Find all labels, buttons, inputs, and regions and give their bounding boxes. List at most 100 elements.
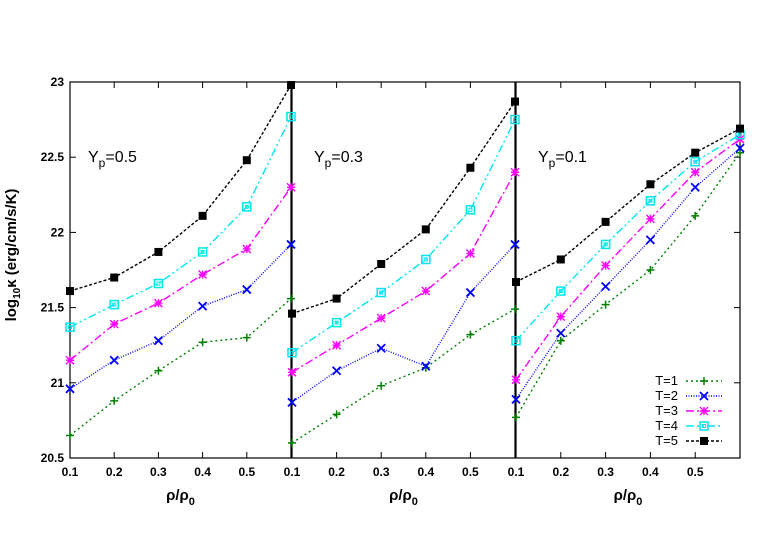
point-marker xyxy=(736,148,744,157)
x-axis-title: ρ/ρ0 xyxy=(389,487,418,508)
tick-labels: 20.5 21 21.5 22 22.5 23 0.1 0.2 0.3 0.4 0.5 ρ/ρ0 0.1… xyxy=(41,75,704,508)
x-tick-label: 0.3 xyxy=(150,465,167,479)
point-marker xyxy=(691,211,700,220)
x-tick-label: 0.1 xyxy=(62,465,79,479)
point-marker xyxy=(421,225,430,234)
point-marker xyxy=(376,343,386,353)
legend-label: T=1 xyxy=(655,373,678,388)
point-marker xyxy=(65,384,75,394)
point-marker xyxy=(601,217,610,226)
point-marker xyxy=(332,410,341,419)
point-marker xyxy=(376,287,386,298)
point-marker xyxy=(288,309,296,318)
point-marker xyxy=(645,235,656,245)
x-tick-label: 0.5 xyxy=(238,465,255,479)
point-marker xyxy=(512,413,520,422)
x-tick-label: 0.1 xyxy=(508,465,525,479)
panel-frame-2 xyxy=(291,81,516,459)
point-marker xyxy=(197,247,208,257)
point-marker xyxy=(197,301,208,311)
series-layer xyxy=(65,81,745,447)
point-marker xyxy=(699,406,709,416)
point-marker xyxy=(699,391,709,401)
series-line-T2 xyxy=(69,243,292,390)
point-marker xyxy=(556,328,566,338)
point-marker xyxy=(690,182,700,192)
x-tick-label: 0.3 xyxy=(597,465,614,479)
point-marker xyxy=(110,396,119,405)
point-marker xyxy=(510,167,520,177)
legend-label: T=2 xyxy=(655,388,678,403)
point-marker xyxy=(287,81,295,90)
point-marker xyxy=(512,278,520,287)
point-marker xyxy=(242,244,252,254)
panel-frame-1 xyxy=(69,81,292,459)
series-line-T4 xyxy=(69,116,292,328)
point-marker xyxy=(699,421,709,431)
point-marker xyxy=(690,167,700,177)
series-line-T3 xyxy=(69,186,292,361)
panel-label: Yp=0.1 xyxy=(538,149,587,170)
point-marker xyxy=(510,114,520,125)
point-marker xyxy=(331,366,342,376)
point-marker xyxy=(377,259,386,268)
point-marker xyxy=(601,260,611,270)
point-marker xyxy=(600,239,611,250)
point-marker xyxy=(287,294,295,303)
point-marker xyxy=(700,377,708,385)
x-tick-label: 0.3 xyxy=(373,465,390,479)
point-marker xyxy=(154,366,163,375)
series-line-T5 xyxy=(291,101,516,315)
point-marker xyxy=(287,367,297,377)
series-line-T5 xyxy=(515,128,741,283)
point-marker xyxy=(421,254,431,265)
series-line-T1 xyxy=(291,308,516,444)
point-marker xyxy=(198,338,207,347)
point-marker xyxy=(288,438,296,447)
point-marker xyxy=(465,248,475,258)
point-marker xyxy=(332,294,341,303)
point-marker xyxy=(421,286,431,296)
y-tick-label: 21 xyxy=(51,376,65,390)
point-marker xyxy=(242,333,251,342)
x-tick-label: 0.1 xyxy=(284,465,301,479)
panel-label: Yp=0.5 xyxy=(88,149,137,170)
point-marker xyxy=(556,286,566,296)
legend: T=1T=2T=3T=4T=5 xyxy=(655,373,722,448)
point-marker xyxy=(242,156,251,165)
point-marker xyxy=(691,148,700,157)
point-marker xyxy=(600,281,611,292)
y-tick-label: 22.5 xyxy=(41,150,65,164)
point-marker xyxy=(65,355,75,365)
series-line-T3 xyxy=(291,171,516,373)
x-tick-label: 0.4 xyxy=(194,465,211,479)
point-marker xyxy=(465,205,476,215)
point-marker xyxy=(511,305,519,314)
point-marker xyxy=(153,278,164,289)
point-marker xyxy=(556,255,565,264)
point-marker xyxy=(242,202,252,212)
point-marker xyxy=(286,111,296,122)
point-marker xyxy=(198,270,208,280)
point-marker xyxy=(109,319,119,329)
point-marker xyxy=(287,347,297,358)
legend-label: T=4 xyxy=(655,418,678,433)
x-axis-title: ρ/ρ0 xyxy=(166,487,195,508)
point-marker xyxy=(511,375,521,385)
y-tick-label: 22 xyxy=(51,225,65,239)
point-marker xyxy=(511,335,521,346)
panel-frame-3 xyxy=(515,81,741,459)
point-marker xyxy=(287,397,297,407)
series-line-T2 xyxy=(515,147,741,400)
point-marker xyxy=(65,322,75,332)
x-tick-label: 0.2 xyxy=(552,465,569,479)
series-line-T4 xyxy=(291,119,516,354)
series-line-T3 xyxy=(515,138,741,381)
point-marker xyxy=(286,182,296,192)
x-tick-label: 0.5 xyxy=(462,465,479,479)
series-line-T1 xyxy=(515,152,741,418)
x-tick-label: 0.2 xyxy=(106,465,123,479)
point-marker xyxy=(376,313,386,323)
panel-label: Yp=0.3 xyxy=(314,149,363,170)
